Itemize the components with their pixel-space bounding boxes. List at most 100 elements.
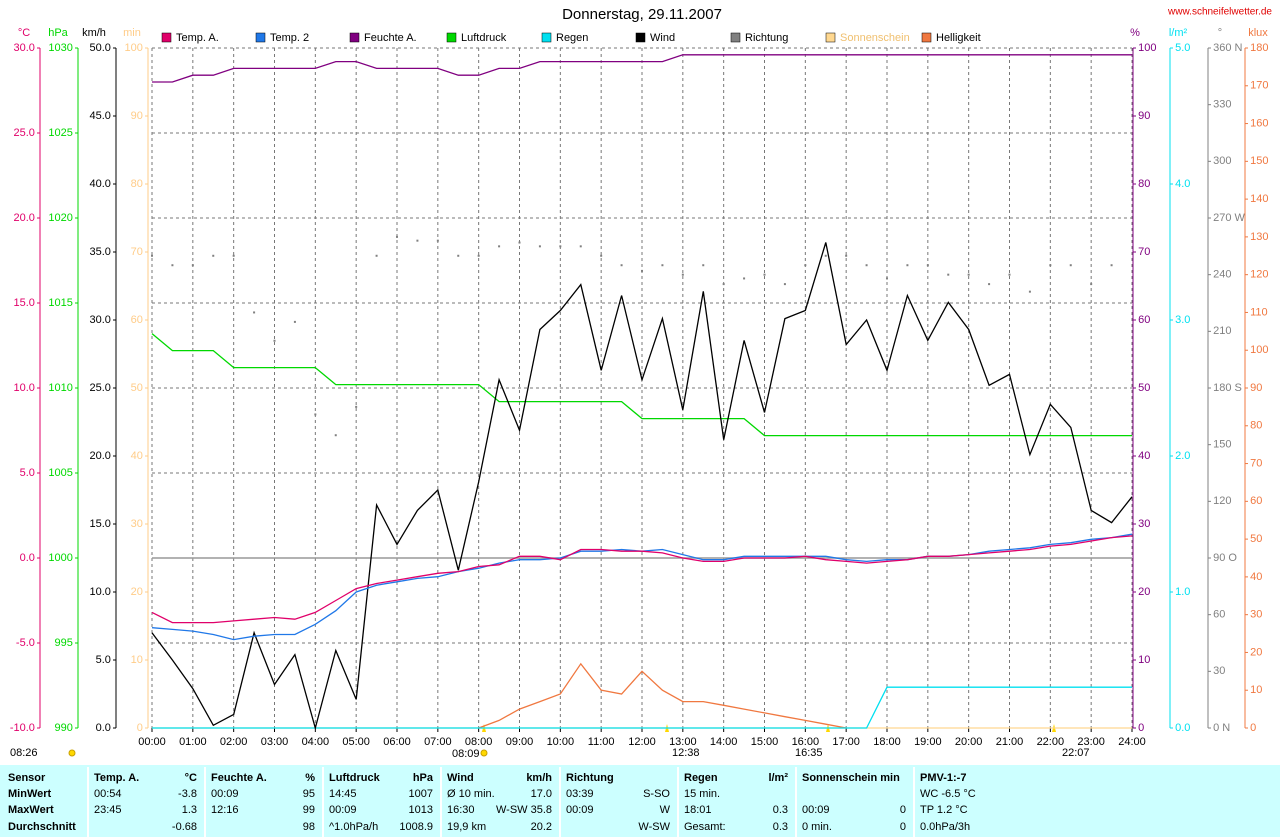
y-tick-label: 50 (1250, 533, 1262, 545)
x-tick-label: 09:00 (506, 736, 534, 748)
y-tick-label: 60 (1138, 314, 1150, 326)
axis-unit: min (123, 27, 141, 39)
direction-dot (743, 277, 746, 280)
direction-dot (722, 283, 725, 286)
y-tick-label: 1010 (48, 382, 72, 394)
annotation: 16:35 (795, 747, 823, 759)
direction-dot (845, 254, 848, 257)
y-tick-label: 100 (1250, 344, 1268, 356)
y-tick-label: 5.0 (20, 467, 35, 479)
y-tick-label: 300 (1213, 155, 1231, 167)
x-tick-label: 18:00 (873, 736, 901, 748)
y-tick-label: 30 (1138, 518, 1150, 530)
cell: 23:45 (94, 804, 122, 816)
legend-label: Feuchte A. (364, 32, 417, 44)
direction-dot (579, 245, 582, 248)
cell: Ø 10 min. (447, 788, 495, 800)
legend-swatch (730, 32, 741, 43)
y-tick-label: 20 (131, 586, 143, 598)
direction-dot (191, 264, 194, 267)
y-tick-label: 50 (1138, 382, 1150, 394)
direction-dot (763, 273, 766, 276)
series-line (478, 662, 847, 729)
cell: Gesamt: (684, 821, 726, 833)
legend-label: Temp. A. (176, 32, 219, 44)
column-title: PMV-1:-7 (920, 772, 966, 784)
y-tick-label: 110 (1250, 306, 1268, 318)
cell: S-SO (643, 788, 670, 800)
direction-dot (886, 277, 888, 280)
sun-icon (480, 749, 488, 757)
column-title: Sonnenschein min (802, 772, 900, 784)
legend-swatch (635, 32, 646, 43)
axis-unit: hPa (48, 27, 68, 39)
y-tick-label: 0 N (1213, 722, 1230, 734)
stats-table: Sensor MinWert MaxWert Durchschnitt Temp. A.… (8, 767, 976, 837)
direction-dot (273, 339, 276, 342)
y-tick-label: 130 (1250, 231, 1268, 243)
cell: 15 min. (684, 788, 720, 800)
direction-dot (600, 254, 603, 257)
cell: 1013 (409, 804, 433, 816)
axis-unit: klux (1248, 27, 1268, 39)
series-line (151, 333, 1132, 437)
y-tick-label: 4.0 (1175, 178, 1190, 190)
cell: 0 (900, 821, 906, 833)
direction-dot (334, 434, 337, 437)
y-tick-label: 25.0 (89, 382, 110, 394)
x-tick-label: 07:00 (424, 736, 452, 748)
cell: 00:54 (94, 788, 122, 800)
y-tick-label: 120 (1213, 495, 1231, 507)
y-tick-label: 35.0 (89, 246, 110, 258)
y-tick-label: 90 (1250, 382, 1262, 394)
annotation: 22:07 (1062, 747, 1090, 759)
y-tick-label: 40 (1250, 571, 1262, 583)
y-tick-label: -10.0 (10, 722, 35, 734)
y-tick-label: 140 (1250, 193, 1268, 205)
legend-swatch (161, 32, 172, 43)
y-tick-label: 45.0 (89, 110, 110, 122)
y-tick-label: 0.0 (1175, 722, 1190, 734)
legend-label: Richtung (745, 32, 788, 44)
direction-dot (1110, 264, 1113, 267)
direction-dot (926, 264, 929, 267)
direction-dot (1028, 290, 1031, 293)
y-tick-label: 3.0 (1175, 314, 1190, 326)
direction-dot (355, 405, 358, 408)
cell: ^1.0hPa/h (329, 821, 378, 833)
column-unit: % (305, 772, 315, 784)
y-tick-label: 360 N (1213, 42, 1242, 54)
direction-dot (171, 264, 174, 267)
y-tick-label: 180 S (1213, 382, 1242, 394)
cell: 19,9 km (447, 821, 486, 833)
legend-swatch (255, 32, 266, 43)
direction-dot (457, 254, 460, 257)
legend-label: Regen (556, 32, 588, 44)
direction-dot (1008, 273, 1011, 276)
cell: 0.0hPa/3h (920, 821, 970, 833)
legend-swatch (541, 32, 552, 43)
x-tick-label: 14:00 (710, 736, 738, 748)
y-tick-label: 15.0 (89, 518, 110, 530)
y-tick-label: 150 (1250, 155, 1268, 167)
x-tick-label: 06:00 (383, 736, 411, 748)
y-tick-label: 50.0 (89, 42, 110, 54)
y-tick-label: 30.0 (89, 314, 110, 326)
legend-label: Sonnenschein (840, 32, 910, 44)
direction-dot (681, 273, 684, 276)
y-tick-label: 10 (1250, 684, 1262, 696)
column-unit: km/h (526, 772, 552, 784)
y-tick-label: 40 (131, 450, 143, 462)
direction-dot (518, 241, 521, 244)
cell: 00:09 (329, 804, 357, 816)
direction-dot (375, 254, 378, 257)
x-tick-label: 15:00 (751, 736, 779, 748)
y-tick-label: 20 (1138, 586, 1150, 598)
cell: 95 (303, 788, 315, 800)
y-tick-label: 70 (1138, 246, 1150, 258)
y-tick-label: 5.0 (96, 654, 111, 666)
x-tick-label: 19:00 (914, 736, 942, 748)
direction-dot (641, 269, 643, 272)
legend-swatch (825, 32, 836, 43)
x-tick-label: 12:00 (628, 736, 656, 748)
